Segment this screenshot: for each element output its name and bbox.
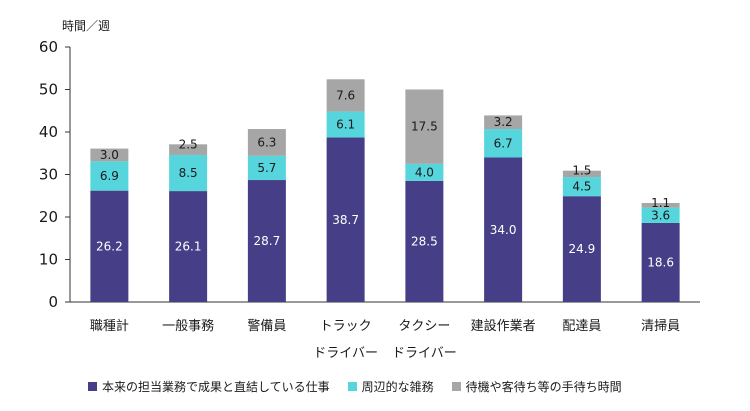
bar-segment-series-3 <box>562 170 601 178</box>
data-label: 3.2 <box>494 115 513 129</box>
bar-segment-series-2 <box>326 111 365 138</box>
data-label: 4.0 <box>415 165 434 179</box>
bar-segment-series-2 <box>169 154 208 192</box>
bar-segment-series-1 <box>562 196 601 302</box>
bar-segment-series-3 <box>169 144 208 155</box>
x-tick-label: 配達員 <box>562 319 601 334</box>
legend-swatch-series-3 <box>451 382 461 391</box>
data-label: 28.5 <box>411 234 438 248</box>
x-tick-label: 清掃員 <box>641 318 680 334</box>
data-label: 6.3 <box>257 135 276 149</box>
x-tick-label: 一般事務 <box>162 318 214 334</box>
bars: 26.2 6.9 3.0 26.1 8.5 2.5 28.7 5.7 6.3 38.7 6.1 7.6… <box>90 79 680 302</box>
y-tick-label: 20 <box>39 208 58 226</box>
y-tick-label: 10 <box>39 251 58 269</box>
x-tick-label: 警備員 <box>247 318 286 334</box>
bar-segment-series-3 <box>484 115 523 130</box>
data-label: 6.9 <box>100 169 119 183</box>
bar-segment-series-1 <box>405 180 444 302</box>
data-label: 17.5 <box>411 120 438 134</box>
bar-segment-series-1 <box>484 157 523 302</box>
data-label: 8.5 <box>179 166 198 180</box>
x-tick-label: 職種計 <box>90 318 129 334</box>
data-label: 24.9 <box>569 242 596 256</box>
bar-segment-series-2 <box>641 207 680 223</box>
data-label: 4.5 <box>572 180 591 194</box>
x-tick-label: 建設作業者 <box>471 318 536 334</box>
data-label: 18.6 <box>647 255 674 269</box>
legend-label-series-1: 本来の担当業務で成果と直結している仕事 <box>102 380 330 394</box>
y-tick-label: 40 <box>39 123 58 141</box>
data-label: 2.5 <box>179 137 198 151</box>
x-tick-sublabel: ドライバー <box>313 346 378 361</box>
y-tick-label: 30 <box>39 166 58 184</box>
data-label: 26.2 <box>96 239 123 253</box>
y-tick-label: 0 <box>48 293 58 311</box>
bar-segment-series-3 <box>326 79 365 112</box>
bar-segment-series-1 <box>169 191 208 302</box>
bar-segment-series-2 <box>484 129 523 158</box>
y-tick-label: 50 <box>39 81 58 99</box>
legend-item-series-2: 周辺的な雑務 <box>347 378 434 395</box>
data-label: 26.1 <box>175 240 202 254</box>
bar-segment-series-2 <box>405 163 444 181</box>
data-label: 7.6 <box>336 88 355 102</box>
bar-segment-series-1 <box>247 180 286 302</box>
bar-segment-series-2 <box>247 155 286 181</box>
x-tick-sublabel: ドライバー <box>392 346 457 361</box>
data-label: 1.1 <box>651 196 670 210</box>
data-label: 6.1 <box>336 118 355 132</box>
y-tick-label: 60 <box>39 38 58 56</box>
legend: 本来の担当業務で成果と直結している仕事 周辺的な雑務 待機や客待ち等の手待ち時間 <box>88 378 622 395</box>
bar-segment-series-1 <box>641 222 680 302</box>
legend-item-series-3: 待機や客待ち等の手待ち時間 <box>451 378 622 395</box>
legend-label-series-2: 周辺的な雑務 <box>361 380 434 394</box>
data-label: 38.7 <box>332 213 359 227</box>
bar-segment-series-3 <box>247 129 286 156</box>
bar-segment-series-2 <box>90 161 129 191</box>
data-label: 28.7 <box>254 234 281 248</box>
data-label: 34.0 <box>490 223 517 237</box>
x-tick-label: トラック <box>320 319 372 334</box>
y-axis-ticks: 0 10 20 30 40 50 60 <box>39 38 70 311</box>
y-axis-unit-label: 時間／週 <box>62 19 110 33</box>
data-label: 3.0 <box>100 148 119 162</box>
legend-swatch-series-2 <box>347 382 357 391</box>
data-label: 3.6 <box>651 208 670 222</box>
legend-swatch-series-1 <box>88 382 97 391</box>
bar-segment-series-1 <box>90 190 129 302</box>
legend-item-series-1: 本来の担当業務で成果と直結している仕事 <box>88 378 330 395</box>
data-label: 1.5 <box>572 164 591 178</box>
bar-segment-series-1 <box>326 137 365 302</box>
bar-segment-series-3 <box>90 148 129 162</box>
bar-segment-series-3 <box>641 202 680 208</box>
legend-label-series-3: 待機や客待ち等の手待ち時間 <box>465 380 622 394</box>
x-tick-label: タクシー <box>398 319 450 334</box>
data-label: 6.7 <box>494 136 513 150</box>
bar-segment-series-2 <box>562 177 601 197</box>
bar-segment-series-3 <box>405 89 444 164</box>
data-label: 5.7 <box>257 161 276 175</box>
